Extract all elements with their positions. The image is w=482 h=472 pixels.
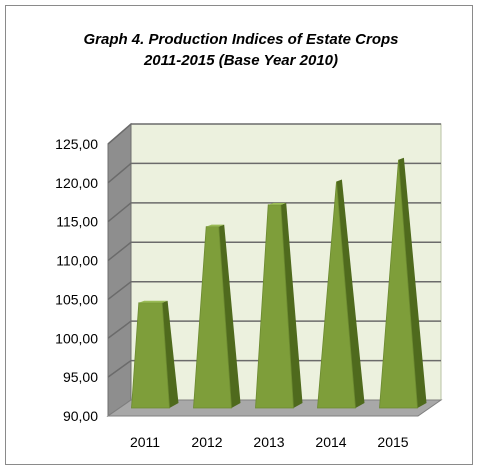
y-tick-label: 105,00 xyxy=(55,291,98,307)
y-tick-label: 110,00 xyxy=(56,253,98,269)
chart-title: Graph 4. Production Indices of Estate Cr… xyxy=(0,29,482,71)
x-tick-label: 2014 xyxy=(315,434,346,450)
y-tick-label: 100,00 xyxy=(55,330,98,346)
bar-top-2011 xyxy=(138,300,168,303)
side-wall xyxy=(107,122,132,417)
y-tick-label: 90,00 xyxy=(63,408,98,424)
x-tick-label: 2012 xyxy=(191,434,222,450)
bar-2014 xyxy=(317,179,365,409)
gridline-7 xyxy=(107,123,441,145)
bar-side-2014 xyxy=(336,179,365,408)
bar-2011 xyxy=(131,300,179,409)
bar-side-2011 xyxy=(162,300,179,408)
y-tick-label: 115,00 xyxy=(56,214,98,230)
x-tick-label: 2011 xyxy=(130,434,160,450)
gridline-6 xyxy=(107,162,441,184)
bar-2015 xyxy=(379,157,427,409)
bar-side-2013 xyxy=(280,202,303,408)
x-tick-label: 2015 xyxy=(377,434,408,450)
bar-front-2014 xyxy=(317,181,356,409)
bar-2013 xyxy=(255,202,303,409)
bar-side-2015 xyxy=(398,157,427,408)
x-tick-label: 2013 xyxy=(253,434,284,450)
bar-top-2013 xyxy=(268,202,287,205)
chart-title-line-1: Graph 4. Production Indices of Estate Cr… xyxy=(83,31,399,48)
bar-side-2012 xyxy=(218,224,241,408)
y-tick-label: 95,00 xyxy=(63,369,98,385)
bar-2012 xyxy=(193,224,241,409)
chart-title-line-2: 2011-2015 (Base Year 2010) xyxy=(143,52,339,69)
bar-front-2015 xyxy=(379,159,418,409)
bar-top-2012 xyxy=(206,224,225,227)
y-tick-label: 125,00 xyxy=(55,136,98,152)
y-tick-label: 120,00 xyxy=(55,175,98,191)
